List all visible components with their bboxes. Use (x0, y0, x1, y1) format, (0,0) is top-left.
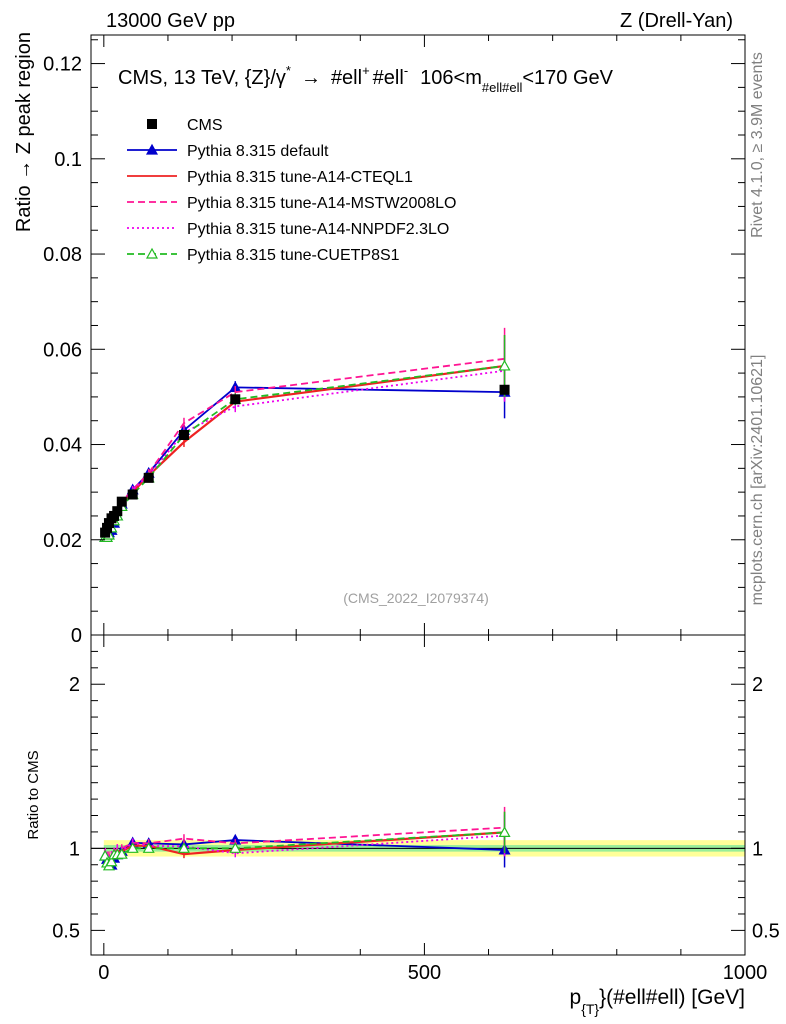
x-tick-label: 0 (98, 962, 109, 984)
data-point-5 (112, 506, 123, 517)
legend-label-4: Pythia 8.315 tune-A14-NNPDF2.3LO (187, 221, 449, 238)
series-line-0 (104, 386, 505, 538)
ratio-marker-4-7 (126, 842, 139, 853)
axes: 0 500 1000 0 0.02 0.04 0.06 0.08 0.1 0.12 0.5 0.5 1 1… (43, 34, 780, 984)
ratio-marker-4-6 (115, 847, 128, 859)
data-point-8 (143, 472, 154, 483)
legend-label-1: Pythia 8.315 default (187, 143, 329, 160)
legend-marker-5 (145, 247, 159, 259)
legend-marker-1 (145, 143, 159, 155)
ratio-marker-4-10 (229, 842, 242, 853)
x-tick-label: 500 (408, 962, 441, 984)
series-layer (99, 327, 511, 871)
series-line-2 (104, 357, 505, 536)
ratio-marker-4-9 (177, 842, 190, 853)
x-tick-label: 1000 (723, 962, 768, 984)
ratio-marker-4-0 (99, 849, 112, 861)
y-tick-label: 0.12 (43, 54, 82, 76)
header-right: Z (Drell-Yan) (620, 10, 733, 32)
data-point-7 (127, 489, 138, 500)
chart-title: CMS, 13 TeV, {Z}/γ* → #ell+ #ell- 106<m#ell#… (118, 63, 614, 95)
header-left: 13000 GeV pp (106, 10, 235, 32)
data-point-11 (499, 384, 510, 395)
x-axis-label: p{T}}(#ell#ell) [GeV] (570, 986, 746, 1017)
y-tick-label: 0.04 (43, 435, 82, 457)
data-point-9 (178, 430, 189, 440)
ratio-marker-4-3 (105, 855, 118, 867)
y-tick-label: 0.08 (43, 244, 82, 266)
ratio-marker-4-8 (142, 842, 155, 853)
data-point-10 (230, 394, 241, 405)
ratio-tick-label-right: 1 (752, 838, 763, 860)
analysis-watermark: (CMS_2022_I2079374) (343, 590, 489, 606)
y-tick-label: 0 (71, 625, 82, 647)
mcplots-label: mcplots.cern.ch [arXiv:2401.10621] (749, 355, 766, 606)
legend-label-0: CMS (187, 117, 223, 134)
y-tick-label: 0.06 (43, 339, 82, 361)
ratio-tick-label-right: 2 (752, 674, 763, 696)
ratio-y-axis-label: Ratio to CMS (25, 750, 42, 839)
ratio-tick-label-left: 0.5 (52, 920, 80, 942)
rivet-label: Rivet 4.1.0, ≥ 3.9M events (749, 52, 766, 238)
legend-label-2: Pythia 8.315 tune-A14-CTEQL1 (187, 169, 413, 186)
data-point-6 (116, 496, 127, 507)
ratio-frame (90, 634, 746, 956)
ratio-tick-label-left: 2 (69, 674, 80, 696)
ratio-tick-label-left: 1 (69, 838, 80, 860)
ratio-tick-label-right: 0.5 (752, 920, 780, 942)
y-axis-label: Ratio → Z peak region (13, 32, 35, 232)
y-tick-label: 0.1 (54, 149, 82, 171)
legend-label-3: Pythia 8.315 tune-A14-MSTW2008LO (187, 195, 456, 212)
y-tick-label: 0.02 (43, 530, 82, 552)
legend-marker-data (147, 119, 157, 129)
series-marker-4-11 (498, 359, 511, 371)
ratio-marker-4-11 (498, 826, 511, 838)
legend-label-5: Pythia 8.315 tune-CUETP8S1 (187, 247, 400, 264)
legend: CMS Pythia 8.315 default Pythia 8.315 tune… (127, 117, 456, 264)
